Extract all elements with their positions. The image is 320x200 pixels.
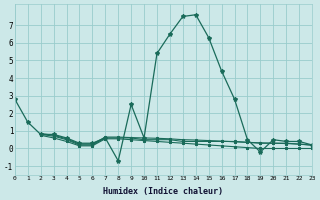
X-axis label: Humidex (Indice chaleur): Humidex (Indice chaleur): [103, 187, 223, 196]
